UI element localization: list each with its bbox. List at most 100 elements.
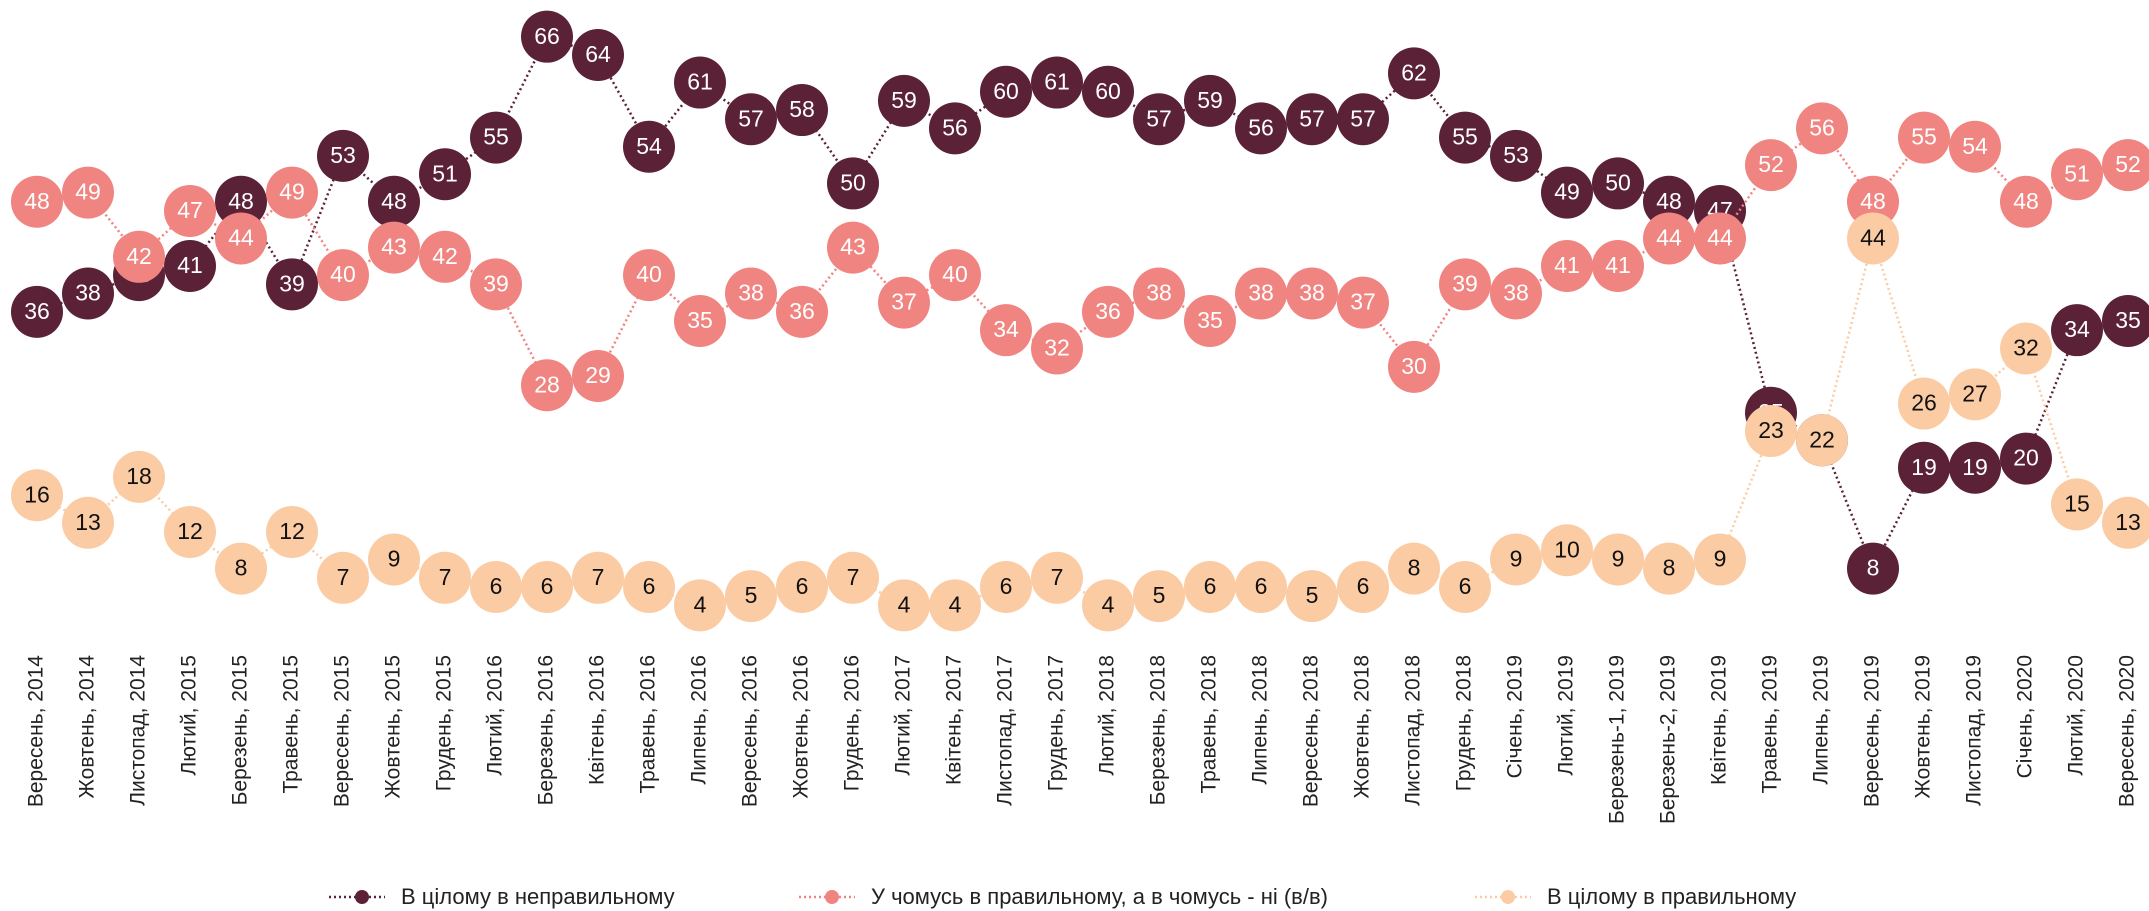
point: [1898, 377, 1950, 430]
data-label: 36: [789, 298, 815, 324]
point: [1541, 166, 1593, 219]
data-label: 41: [177, 252, 203, 278]
legend-label: В цілому в неправильному: [401, 884, 675, 909]
point: [317, 551, 369, 604]
data-label: 48: [228, 188, 254, 214]
data-label: 54: [636, 133, 662, 159]
data-label: 35: [687, 307, 713, 333]
point: [1235, 102, 1287, 155]
point: [368, 533, 420, 586]
point: [164, 184, 216, 237]
point: [2000, 175, 2052, 228]
data-label: 6: [796, 573, 809, 599]
point: [215, 212, 267, 265]
point: [1184, 74, 1236, 127]
point: [1439, 111, 1491, 164]
data-label: 8: [1408, 555, 1421, 581]
data-label: 6: [1357, 573, 1370, 599]
point: [164, 505, 216, 558]
point: [1796, 414, 1848, 467]
point: [1286, 267, 1338, 320]
point: [2000, 432, 2052, 485]
data-label: 43: [381, 234, 407, 260]
point: [623, 120, 675, 173]
data-label: 8: [235, 555, 248, 581]
data-label: 6: [1000, 573, 1013, 599]
data-label: 60: [1095, 78, 1121, 104]
point: [470, 258, 522, 311]
x-tick-label: Квітень, 2016: [586, 655, 609, 785]
point: [623, 249, 675, 302]
point: [674, 56, 726, 109]
x-tick-label: Січень, 2020: [2014, 655, 2037, 778]
point: [674, 295, 726, 347]
point: [521, 359, 573, 412]
data-label: 12: [279, 518, 305, 544]
data-label: 4: [949, 591, 962, 617]
data-label: 48: [1656, 188, 1682, 214]
x-tick-label: Вересень, 2020: [2116, 655, 2139, 807]
point: [1337, 93, 1389, 146]
data-label: 40: [330, 261, 356, 287]
point: [1286, 93, 1338, 146]
data-label: 5: [1153, 582, 1166, 608]
data-label: 62: [1401, 59, 1427, 85]
point: [1235, 560, 1287, 613]
data-label: 23: [1758, 417, 1784, 443]
point: [1745, 405, 1797, 458]
data-label: 48: [1860, 188, 1886, 214]
data-label: 47: [177, 197, 203, 223]
point: [572, 551, 624, 604]
point: [11, 469, 63, 522]
point: [2051, 148, 2103, 201]
x-tick-label: Березень-1, 2019: [1606, 655, 1629, 824]
point: [1184, 295, 1236, 347]
point: [1439, 560, 1491, 613]
x-tick-label: Грудень, 2016: [841, 655, 864, 791]
point: [1490, 129, 1542, 182]
point: [929, 579, 981, 632]
x-tick-label: Вересень, 2015: [331, 655, 354, 807]
point: [572, 350, 624, 403]
x-tick-label: Березень, 2015: [229, 655, 252, 805]
point: [1133, 267, 1185, 320]
point: [980, 560, 1032, 613]
point: [521, 10, 573, 63]
data-label: 19: [1911, 454, 1937, 480]
data-label: 39: [1452, 270, 1478, 296]
data-label: 56: [1248, 114, 1274, 140]
point: [929, 102, 981, 155]
x-tick-label: Лютий, 2019: [1555, 655, 1578, 776]
data-label: 28: [534, 371, 560, 397]
data-label: 7: [1051, 564, 1064, 590]
data-label: 55: [1911, 124, 1937, 150]
data-label: 8: [1867, 555, 1880, 581]
data-label: 60: [993, 78, 1019, 104]
x-tick-label: Березень, 2016: [535, 655, 558, 805]
point: [113, 230, 165, 283]
x-tick-label: Лютий, 2016: [484, 655, 507, 776]
legend-marker: [1501, 890, 1515, 904]
point: [776, 84, 828, 137]
point: [1031, 56, 1083, 109]
data-label: 53: [330, 142, 356, 168]
point: [1439, 258, 1491, 311]
data-label: 6: [541, 573, 554, 599]
data-label: 37: [891, 289, 917, 315]
data-label: 12: [177, 518, 203, 544]
point: [878, 276, 930, 329]
data-label: 7: [847, 564, 860, 590]
point: [2000, 322, 2052, 375]
data-label: 43: [840, 234, 866, 260]
x-tick-label: Вересень, 2019: [1861, 655, 1884, 807]
point: [2102, 295, 2149, 347]
point: [62, 166, 114, 219]
data-label: 38: [1503, 280, 1529, 306]
data-label: 48: [24, 188, 50, 214]
data-label: 56: [942, 114, 968, 140]
point: [164, 239, 216, 292]
data-label: 50: [1605, 170, 1631, 196]
point: [725, 93, 777, 146]
data-label: 6: [1255, 573, 1268, 599]
